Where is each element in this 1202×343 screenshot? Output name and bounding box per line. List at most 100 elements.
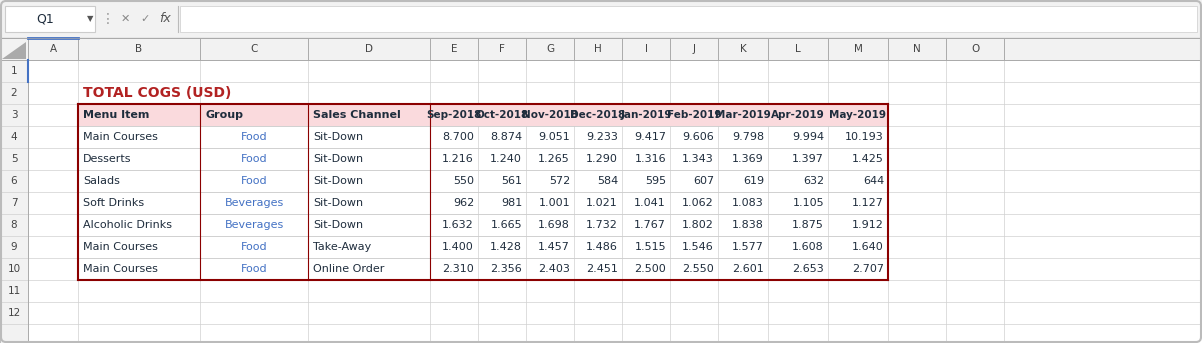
Text: 9.233: 9.233 bbox=[587, 132, 618, 142]
Text: 584: 584 bbox=[596, 176, 618, 186]
Text: Sit-Down: Sit-Down bbox=[313, 198, 363, 208]
Text: C: C bbox=[250, 44, 257, 54]
Text: Nov-2018: Nov-2018 bbox=[522, 110, 578, 120]
Text: 561: 561 bbox=[501, 176, 522, 186]
Text: Desserts: Desserts bbox=[83, 154, 131, 164]
Text: Oct-2018: Oct-2018 bbox=[475, 110, 529, 120]
Text: 1.486: 1.486 bbox=[587, 242, 618, 252]
Text: Sit-Down: Sit-Down bbox=[313, 154, 363, 164]
Text: Sales Channel: Sales Channel bbox=[313, 110, 400, 120]
Text: 1.216: 1.216 bbox=[442, 154, 474, 164]
Text: 9.417: 9.417 bbox=[633, 132, 666, 142]
Text: 2.601: 2.601 bbox=[732, 264, 764, 274]
Text: 1.041: 1.041 bbox=[635, 198, 666, 208]
Text: 1.240: 1.240 bbox=[490, 154, 522, 164]
Text: 1.425: 1.425 bbox=[852, 154, 883, 164]
Text: Mar-2019: Mar-2019 bbox=[715, 110, 770, 120]
Text: 1.608: 1.608 bbox=[792, 242, 825, 252]
Text: 1.001: 1.001 bbox=[538, 198, 570, 208]
Text: 10.193: 10.193 bbox=[845, 132, 883, 142]
Text: 1.732: 1.732 bbox=[587, 220, 618, 230]
Text: 9.994: 9.994 bbox=[792, 132, 825, 142]
Text: 8.700: 8.700 bbox=[442, 132, 474, 142]
Text: Beverages: Beverages bbox=[225, 220, 284, 230]
Text: 962: 962 bbox=[453, 198, 474, 208]
FancyBboxPatch shape bbox=[0, 38, 1202, 60]
Text: 595: 595 bbox=[645, 176, 666, 186]
Text: 644: 644 bbox=[863, 176, 883, 186]
Text: 1.665: 1.665 bbox=[490, 220, 522, 230]
Text: 1: 1 bbox=[11, 66, 17, 76]
Text: 981: 981 bbox=[501, 198, 522, 208]
Text: 5: 5 bbox=[11, 154, 17, 164]
FancyBboxPatch shape bbox=[5, 6, 95, 32]
Text: 1.397: 1.397 bbox=[792, 154, 825, 164]
Text: J: J bbox=[692, 44, 696, 54]
Text: G: G bbox=[546, 44, 554, 54]
Text: 1.632: 1.632 bbox=[442, 220, 474, 230]
Text: Food: Food bbox=[240, 154, 267, 164]
Text: 607: 607 bbox=[692, 176, 714, 186]
Text: 2.451: 2.451 bbox=[587, 264, 618, 274]
Text: Salads: Salads bbox=[83, 176, 120, 186]
Text: 1.400: 1.400 bbox=[442, 242, 474, 252]
Text: 1.428: 1.428 bbox=[490, 242, 522, 252]
Text: 1.105: 1.105 bbox=[792, 198, 825, 208]
Text: Soft Drinks: Soft Drinks bbox=[83, 198, 144, 208]
Text: 9.798: 9.798 bbox=[732, 132, 764, 142]
Text: Sit-Down: Sit-Down bbox=[313, 220, 363, 230]
Text: Food: Food bbox=[240, 264, 267, 274]
Text: Feb-2019: Feb-2019 bbox=[667, 110, 721, 120]
Text: 1.369: 1.369 bbox=[732, 154, 764, 164]
Text: 12: 12 bbox=[7, 308, 20, 318]
Text: 1.875: 1.875 bbox=[792, 220, 825, 230]
Text: 1.838: 1.838 bbox=[732, 220, 764, 230]
Text: Jan-2019: Jan-2019 bbox=[620, 110, 672, 120]
Text: 2.653: 2.653 bbox=[792, 264, 825, 274]
Polygon shape bbox=[2, 42, 26, 59]
Text: 1.127: 1.127 bbox=[852, 198, 883, 208]
Text: May-2019: May-2019 bbox=[829, 110, 887, 120]
Text: Food: Food bbox=[240, 132, 267, 142]
Text: 1.640: 1.640 bbox=[852, 242, 883, 252]
Text: O: O bbox=[971, 44, 980, 54]
Text: K: K bbox=[739, 44, 746, 54]
Text: Beverages: Beverages bbox=[225, 198, 284, 208]
Text: 619: 619 bbox=[743, 176, 764, 186]
Text: ✕: ✕ bbox=[120, 14, 130, 24]
Text: 1.316: 1.316 bbox=[635, 154, 666, 164]
Text: 4: 4 bbox=[11, 132, 17, 142]
Text: 2.550: 2.550 bbox=[683, 264, 714, 274]
Text: Menu Item: Menu Item bbox=[83, 110, 149, 120]
Text: ⋮: ⋮ bbox=[101, 12, 115, 26]
Text: 10: 10 bbox=[7, 264, 20, 274]
Text: 7: 7 bbox=[11, 198, 17, 208]
Text: 2.403: 2.403 bbox=[538, 264, 570, 274]
Text: Online Order: Online Order bbox=[313, 264, 385, 274]
Text: B: B bbox=[136, 44, 143, 54]
Text: 1.083: 1.083 bbox=[732, 198, 764, 208]
Text: 1.343: 1.343 bbox=[683, 154, 714, 164]
Text: D: D bbox=[365, 44, 373, 54]
Text: ✓: ✓ bbox=[141, 14, 150, 24]
Text: 1.802: 1.802 bbox=[682, 220, 714, 230]
Text: 632: 632 bbox=[803, 176, 825, 186]
Text: Sep-2018: Sep-2018 bbox=[427, 110, 482, 120]
Text: 1.062: 1.062 bbox=[683, 198, 714, 208]
FancyBboxPatch shape bbox=[180, 6, 1197, 32]
Text: Take-Away: Take-Away bbox=[313, 242, 371, 252]
Text: I: I bbox=[644, 44, 648, 54]
Text: 3: 3 bbox=[11, 110, 17, 120]
Text: Main Courses: Main Courses bbox=[83, 264, 157, 274]
Text: Q1: Q1 bbox=[36, 12, 54, 25]
Text: F: F bbox=[499, 44, 505, 54]
Text: Group: Group bbox=[206, 110, 243, 120]
Text: 1.912: 1.912 bbox=[852, 220, 883, 230]
Text: 1.290: 1.290 bbox=[587, 154, 618, 164]
Text: fx: fx bbox=[159, 12, 171, 24]
Text: 572: 572 bbox=[549, 176, 570, 186]
Text: 8.874: 8.874 bbox=[490, 132, 522, 142]
Text: 8: 8 bbox=[11, 220, 17, 230]
Text: 1.577: 1.577 bbox=[732, 242, 764, 252]
FancyBboxPatch shape bbox=[0, 38, 28, 60]
